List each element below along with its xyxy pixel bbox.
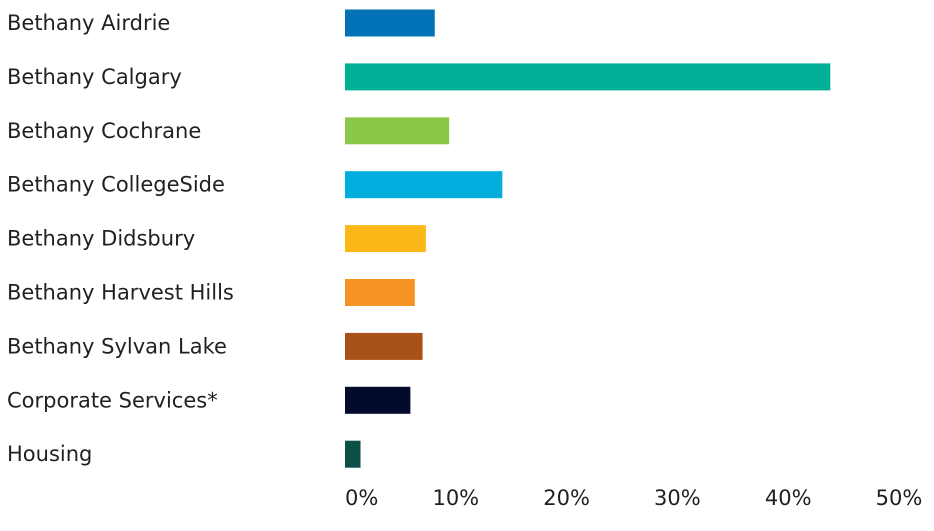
category-label: Corporate Services* [7,388,218,412]
x-tick-label: 50% [876,486,923,510]
category-label: Bethany Sylvan Lake [7,334,227,358]
bar [345,171,503,199]
bar [345,117,450,145]
bar [345,386,411,414]
x-tick-label: 20% [543,486,590,510]
bar [345,225,426,253]
category-labels: Bethany Airdrie Bethany Calgary Bethany Co… [7,11,234,466]
category-label: Bethany Cochrane [7,119,201,143]
bar [345,332,423,360]
x-tick-label: 10% [432,486,479,510]
category-label: Bethany Calgary [7,65,182,89]
bar [345,63,831,91]
category-label: Bethany Airdrie [7,11,170,35]
x-axis-tick-labels: 0% 10% 20% 30% 40% 50% [345,486,922,510]
bar [345,279,415,306]
x-tick-label: 0% [345,486,378,510]
bar [345,9,435,37]
category-label: Bethany Harvest Hills [7,281,234,305]
category-label: Housing [7,442,92,466]
category-label: Bethany CollegeSide [7,173,225,197]
bars [345,9,831,468]
category-label: Bethany Didsbury [7,227,195,251]
x-tick-label: 40% [765,486,812,510]
bar [345,440,361,468]
x-tick-label: 30% [654,486,701,510]
